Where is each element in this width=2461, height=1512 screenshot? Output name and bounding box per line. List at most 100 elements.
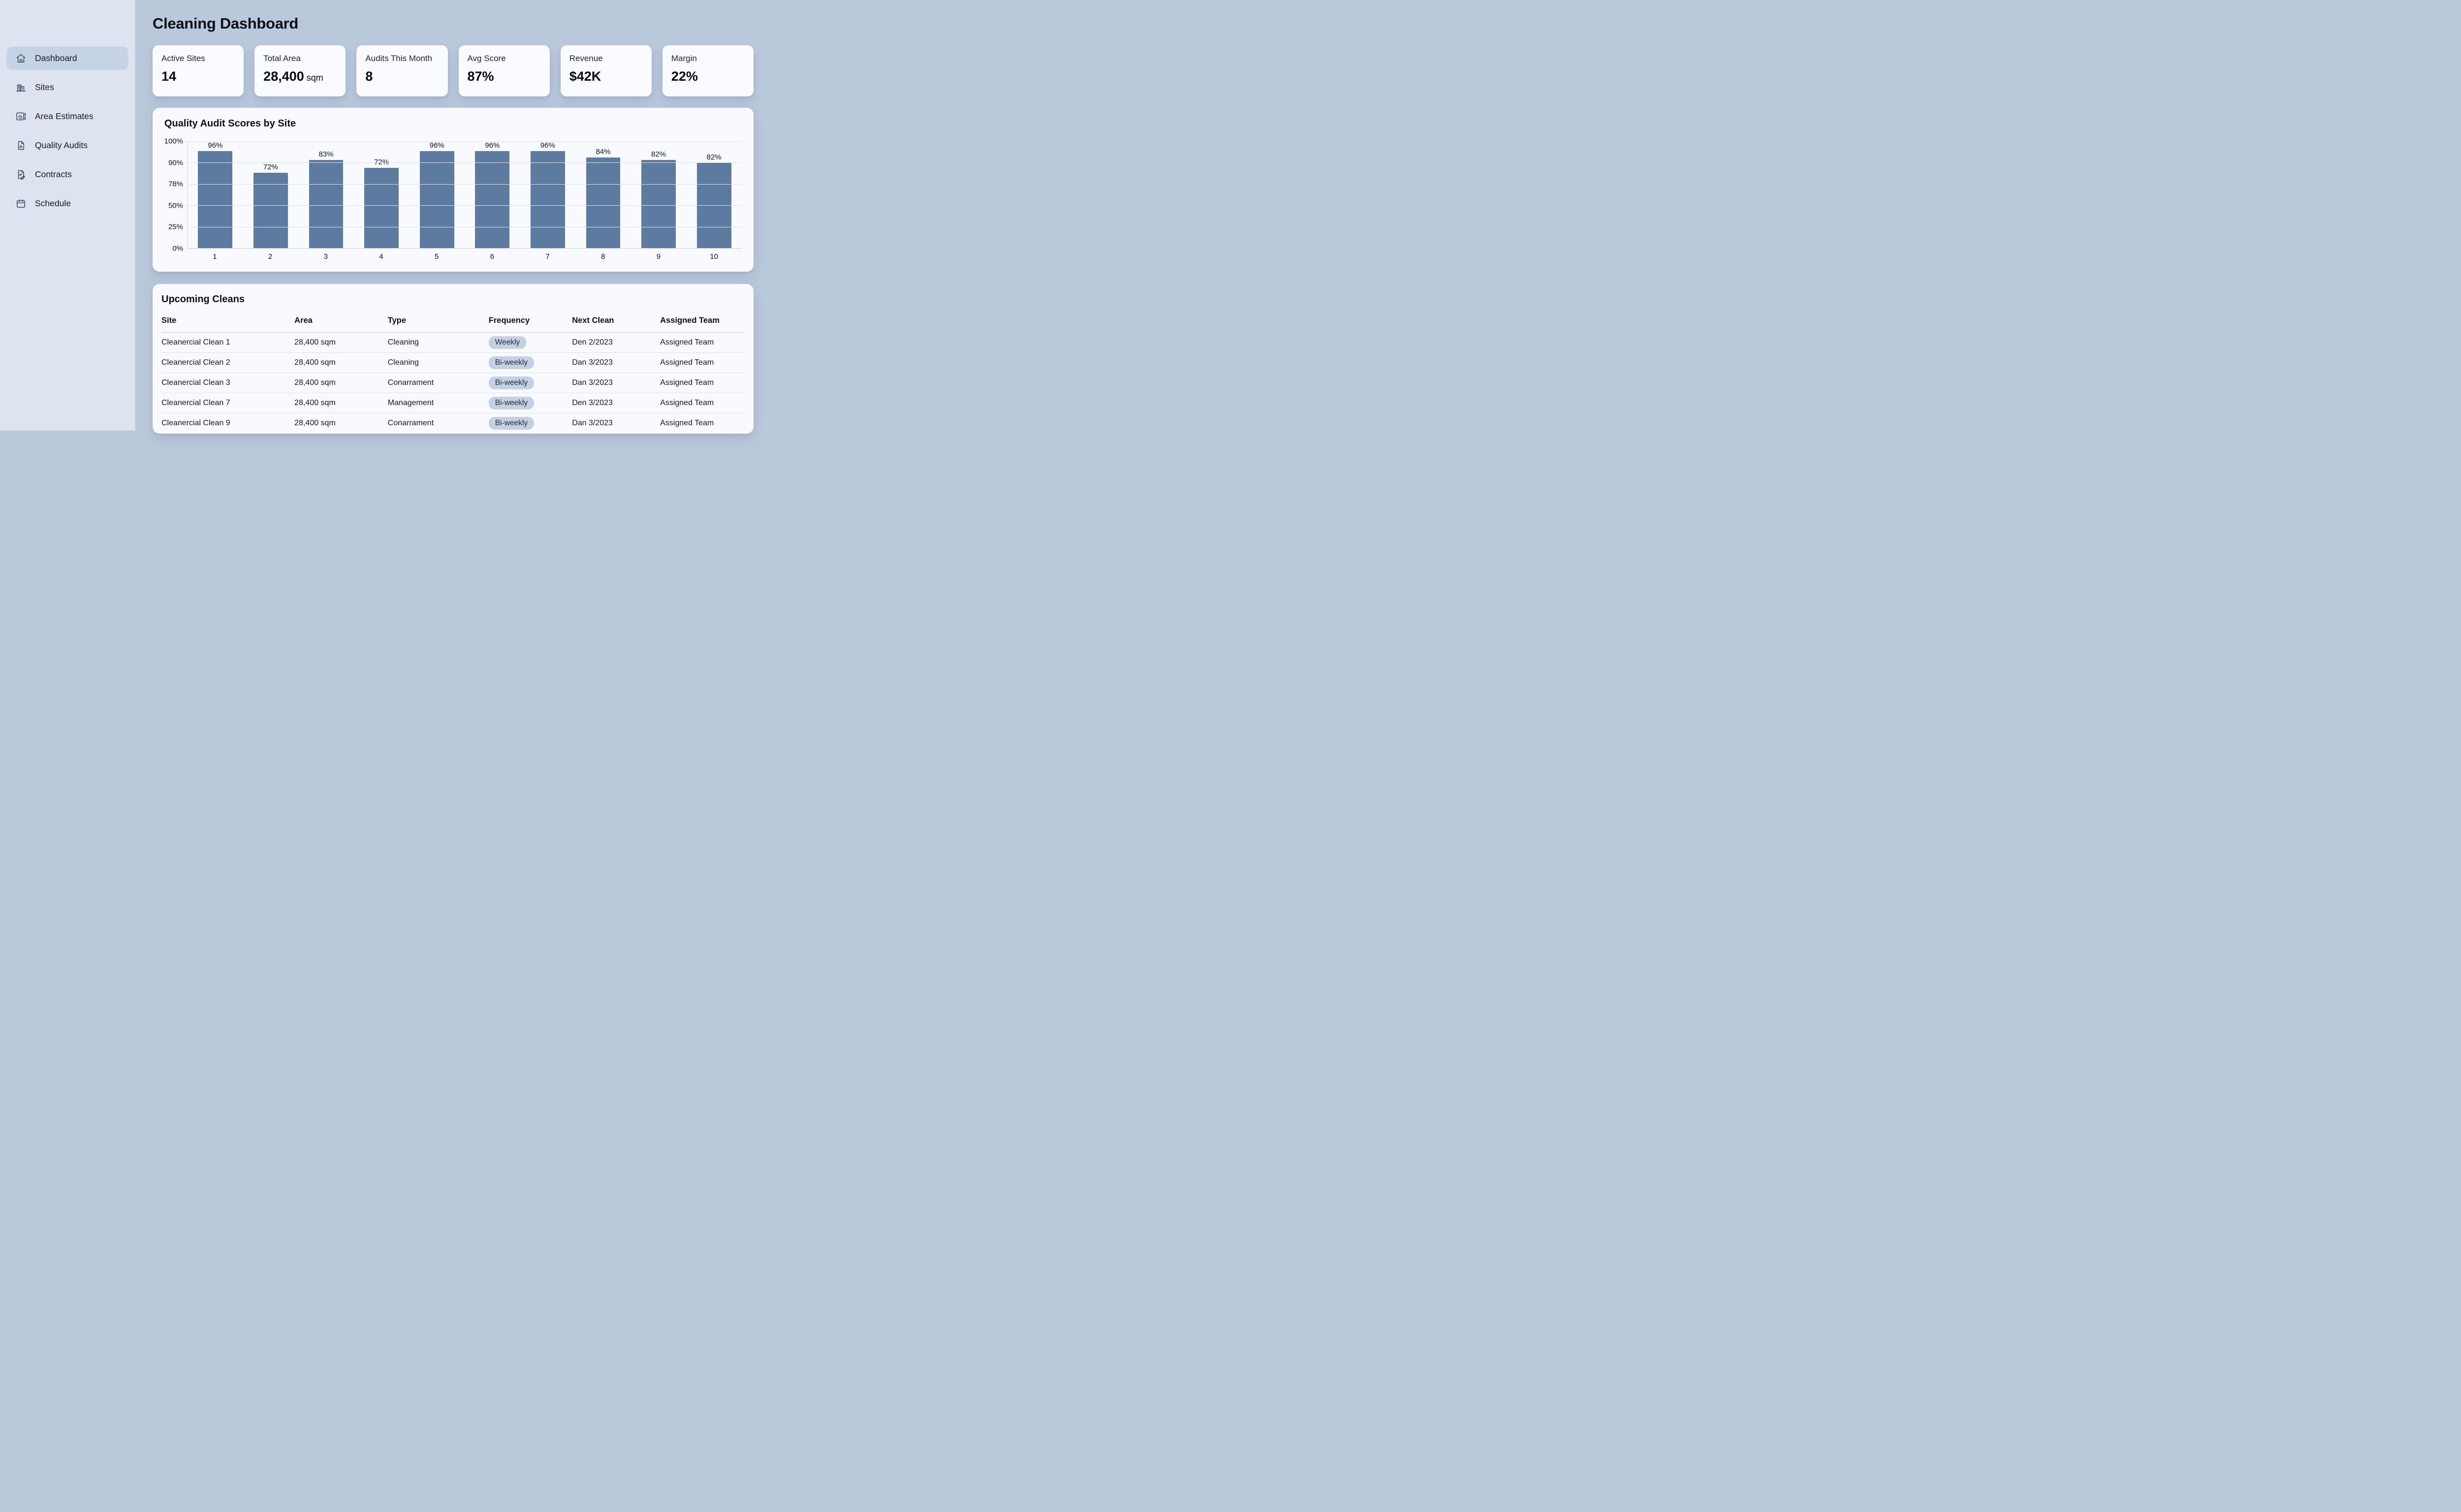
x-tick-label: 7 (545, 252, 550, 261)
cell-type: Conarrament (387, 419, 434, 428)
table-row: Cleanercial Clean 3 28,400 sqm Conarrament… (161, 373, 745, 393)
calendar-icon (15, 198, 27, 209)
column-header-frequency: Frequency (488, 316, 530, 325)
bar-site-9 (641, 160, 676, 248)
table-row: Cleanercial Clean 1 28,400 sqm Cleaning Wee… (161, 332, 745, 353)
x-tick-label: 8 (601, 252, 605, 261)
kpi-value-suffix: sqm (304, 73, 323, 83)
chart-y-axis: 100% 90% 78% 50% 25% 0% (164, 137, 187, 253)
cell-area: 28,400 sqm (294, 419, 336, 428)
x-tick-label: 9 (656, 252, 661, 261)
x-tick-label: 5 (434, 252, 439, 261)
bar-site-3 (309, 160, 344, 248)
frequency-badge: Bi-weekly (488, 377, 535, 389)
frequency-badge: Bi-weekly (488, 417, 535, 430)
home-icon (15, 53, 27, 64)
table-title: Upcoming Cleans (161, 294, 245, 305)
frequency-badge: Weekly (488, 336, 527, 349)
cell-area: 28,400 sqm (294, 358, 336, 367)
kpi-value: 22% (671, 69, 698, 84)
contract-icon (15, 169, 27, 180)
column-header-next-clean: Next Clean (572, 316, 614, 325)
bar-value-label: 72% (374, 158, 389, 167)
bar-slot: 84% (575, 141, 631, 248)
sidebar-item-sites[interactable]: Sites (7, 76, 128, 98)
y-tick-label: 100% (164, 137, 183, 146)
gridline (188, 205, 742, 206)
sidebar-item-schedule[interactable]: Schedule (7, 192, 128, 215)
cell-site: Cleanercial Clean 2 (161, 358, 230, 367)
bar-value-label: 82% (651, 150, 666, 159)
bar-slot: 82% (686, 141, 742, 248)
kpi-row: Active Sites 14 Total Area 28,400 sqm Audits… (153, 45, 754, 96)
bar-value-label: 96% (429, 141, 444, 150)
x-tick-label: 4 (379, 252, 383, 261)
kpi-card-total-area: Total Area 28,400 sqm (254, 45, 346, 96)
bar-slot: 72% (243, 141, 299, 248)
kpi-value: 28,400 sqm (263, 69, 323, 84)
frequency-badge: Bi-weekly (488, 397, 535, 410)
cell-team: Assigned Team (660, 399, 714, 407)
chart-x-axis: 1 2 3 4 5 6 7 8 9 10 (187, 252, 742, 261)
kpi-value: 8 (365, 69, 373, 84)
sidebar-item-quality-audits[interactable]: Quality Audits (7, 134, 128, 157)
x-tick-label: 10 (710, 252, 719, 261)
upcoming-cleans-table: Site Area Type Frequency Next Clean Assigned … (161, 313, 745, 434)
y-tick-label: 50% (168, 201, 183, 210)
cell-site: Cleanercial Clean 1 (161, 338, 230, 346)
sidebar-item-area-estimates[interactable]: Area Estimates (7, 105, 128, 127)
y-tick-label: 0% (172, 244, 183, 253)
sidebar-item-label: Area Estimates (35, 111, 94, 121)
sidebar-item-label: Dashboard (35, 53, 77, 63)
bar-value-label: 83% (318, 150, 334, 159)
cell-site: Cleanercial Clean 7 (161, 399, 230, 407)
cell-type: Cleaning (387, 338, 419, 346)
sidebar: Dashboard Sites Area Estimates Quality Audi… (0, 0, 135, 431)
kpi-value: 14 (161, 69, 177, 84)
y-tick-label: 78% (168, 180, 183, 189)
kpi-label: Audits This Month (365, 54, 433, 63)
bar-slot: 83% (298, 141, 354, 248)
cell-team: Assigned Team (660, 419, 714, 428)
bar-value-label: 84% (596, 147, 611, 156)
cell-site: Cleanercial Clean 3 (161, 378, 230, 387)
kpi-card-revenue: Revenue $42K (560, 45, 652, 96)
bar-chart: 100% 90% 78% 50% 25% 0% 96% 72% 83% 72% 96% 96% 96%… (164, 137, 742, 253)
column-header-area: Area (294, 316, 313, 325)
bar-site-1 (198, 151, 233, 248)
bar-site-8 (586, 157, 621, 248)
bar-value-label: 96% (208, 141, 223, 150)
bar-value-label: 96% (540, 141, 555, 150)
cell-next_clean: Den 3/2023 (572, 399, 613, 407)
sidebar-item-label: Schedule (35, 198, 71, 208)
x-tick-label: 3 (323, 252, 328, 261)
y-tick-label: 25% (168, 222, 183, 231)
kpi-card-margin: Margin 22% (662, 45, 754, 96)
x-tick-label: 6 (490, 252, 495, 261)
column-header-assigned-team: Assigned Team (660, 316, 720, 325)
sidebar-item-dashboard[interactable]: Dashboard (7, 47, 128, 69)
column-header-type: Type (387, 316, 407, 325)
cell-team: Assigned Team (660, 378, 714, 387)
bar-site-5 (419, 151, 454, 248)
sidebar-item-contracts[interactable]: Contracts (7, 163, 128, 186)
bar-value-label: 72% (263, 163, 278, 172)
x-tick-label: 2 (268, 252, 273, 261)
bar-slot: 96% (465, 141, 520, 248)
cell-frequency: Bi-weekly (488, 413, 572, 434)
cell-type: Conarrament (387, 378, 434, 387)
cell-area: 28,400 sqm (294, 399, 336, 407)
column-header-site: Site (161, 316, 177, 325)
kpi-card-audits-this-month: Audits This Month 8 (356, 45, 448, 96)
cell-next_clean: Den 2/2023 (572, 338, 613, 346)
gridline (188, 184, 742, 185)
cell-type: Management (387, 399, 434, 407)
cell-frequency: Bi-weekly (488, 373, 572, 393)
y-tick-label: 90% (168, 158, 183, 167)
kpi-label: Margin (671, 54, 697, 63)
table-row: Cleanercial Clean 9 28,400 sqm Conarrament… (161, 413, 745, 434)
bar-value-label: 82% (706, 153, 722, 161)
bar-slot: 72% (354, 141, 410, 248)
chart-title: Quality Audit Scores by Site (164, 118, 296, 129)
main-content: Cleaning Dashboard Active Sites 14 Total A… (135, 0, 772, 434)
